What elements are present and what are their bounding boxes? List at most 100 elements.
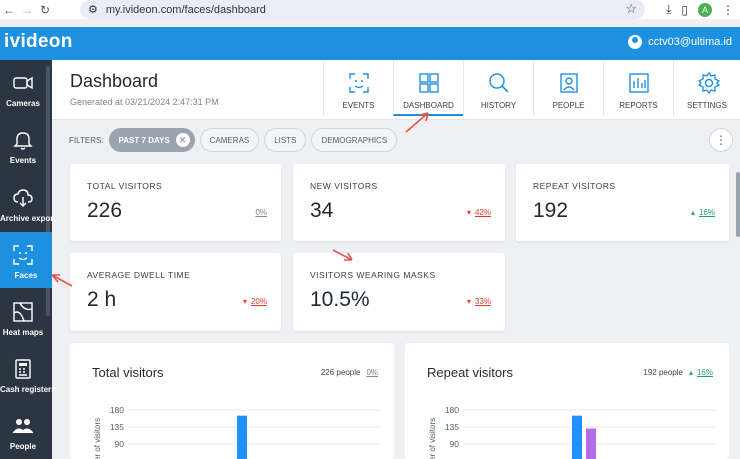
face-scan-icon <box>13 245 33 265</box>
down-arrow-icon: ▾ <box>466 208 471 217</box>
down-arrow-icon: ▾ <box>242 297 247 306</box>
tab-reports[interactable]: REPORTS <box>603 60 673 116</box>
profile-avatar[interactable]: A <box>698 2 712 17</box>
repeat-visitors-chart: er of visitors 180 135 90 <box>428 405 715 459</box>
stat-delta[interactable]: ▴ 16% <box>691 208 715 217</box>
filter-chip-demographics[interactable]: DEMOGRAPHICS <box>311 128 398 152</box>
stat-title: TOTAL VISITORS <box>87 181 163 191</box>
people-icon <box>12 419 34 434</box>
reload-icon[interactable]: ↻ <box>39 2 51 17</box>
back-icon[interactable]: ← <box>3 2 15 17</box>
browser-actions: ⤓ ▯ A ⋮ <box>666 0 734 19</box>
chart-summary-count: 192 people <box>643 368 683 377</box>
stat-title: NEW VISITORS <box>310 181 378 191</box>
chart-summary-delta[interactable]: ▴ 16% <box>689 368 713 377</box>
app-header: ivideon cctv03@ultima.id <box>0 27 740 60</box>
stat-delta[interactable]: ▾ 42% <box>467 208 491 217</box>
tab-events[interactable]: EVENTS <box>323 60 393 116</box>
stat-delta[interactable]: ▾ 33% <box>467 297 491 306</box>
page-title: Dashboard <box>70 71 159 91</box>
y-tick-label: 180 <box>445 405 459 415</box>
download-icon[interactable]: ⤓ <box>666 2 672 16</box>
stat-card-total-visitors: TOTAL VISITORS 226 0% <box>70 164 281 241</box>
bookmark-star-icon[interactable]: ☆ <box>625 1 637 16</box>
bar <box>572 415 582 459</box>
filter-bar: FILTERS: PAST 7 DAYS ✕ CAMERAS LISTS DEM… <box>69 128 398 152</box>
sidebar-item-cash-registers[interactable]: Cash registers <box>0 346 56 402</box>
chart-title: Repeat visitors <box>427 365 513 380</box>
page-scrollbar[interactable] <box>736 172 740 237</box>
address-bar[interactable]: ⚙ my.ivideon.com/faces/dashboard ☆ <box>80 0 645 19</box>
up-arrow-icon: ▴ <box>688 368 693 377</box>
sidebar-item-heat-maps[interactable]: Heat maps <box>0 289 46 345</box>
tab-history[interactable]: HISTORY <box>463 60 533 116</box>
generated-timestamp: Generated at 03/21/2024 2:47:31 PM <box>70 97 219 107</box>
close-icon[interactable]: ✕ <box>175 133 190 147</box>
user-menu[interactable]: cctv03@ultima.id <box>628 35 732 49</box>
stat-value: 10.5% <box>310 288 370 311</box>
filter-chip-lists[interactable]: LISTS <box>264 128 307 152</box>
stat-delta-value: 20% <box>250 297 267 306</box>
sidebar-scrollbar[interactable] <box>46 66 50 316</box>
tab-label: REPORTS <box>619 101 658 110</box>
sidebar-item-archive-export[interactable]: Archive export <box>0 175 57 231</box>
chart-summary: 226 people 0% <box>321 368 378 377</box>
tab-people[interactable]: PEOPLE <box>533 60 603 116</box>
tab-label: EVENTS <box>342 101 375 110</box>
annotation-arrow <box>332 249 353 261</box>
chart-summary-delta[interactable]: 0% <box>366 368 378 377</box>
sidepanel-icon[interactable]: ▯ <box>681 2 688 17</box>
site-settings-icon[interactable]: ⚙ <box>88 4 98 16</box>
stat-value: 34 <box>310 199 334 222</box>
sidebar-item-faces[interactable]: Faces <box>0 232 52 288</box>
page-header: Dashboard Generated at 03/21/2024 2:47:3… <box>52 60 740 120</box>
stat-value: 226 <box>87 199 123 222</box>
sidebar-item-cameras[interactable]: Cameras <box>0 60 46 116</box>
stat-card-repeat-visitors: REPEAT VISITORS 192 ▴ 16% <box>516 164 729 241</box>
chart-summary: 192 people ▴ 16% <box>643 368 713 377</box>
up-arrow-icon: ▴ <box>690 208 695 217</box>
y-tick-label: 180 <box>110 405 124 415</box>
chart-title: Total visitors <box>92 365 164 380</box>
filter-chip-cameras[interactable]: CAMERAS <box>199 128 260 152</box>
tab-settings[interactable]: SETTINGS <box>673 60 740 116</box>
tab-label: PEOPLE <box>552 101 585 110</box>
stat-delta-value: 33% <box>474 297 491 306</box>
gear-icon <box>698 72 720 94</box>
stat-delta[interactable]: ▾ 20% <box>243 297 267 306</box>
face-scan-icon <box>349 73 369 93</box>
tab-label: HISTORY <box>480 101 517 110</box>
annotation-arrow <box>51 274 73 287</box>
stat-title: REPEAT VISITORS <box>533 181 616 191</box>
tab-label: SETTINGS <box>686 101 727 110</box>
forward-icon[interactable]: → <box>21 2 33 17</box>
camera-icon <box>13 76 33 90</box>
sidebar-item-label: Cameras <box>6 99 40 108</box>
down-arrow-icon: ▾ <box>466 297 471 306</box>
stat-delta[interactable]: 0% <box>255 208 267 217</box>
sidebar-item-label: Faces <box>14 271 38 280</box>
stat-title: VISITORS WEARING MASKS <box>310 270 436 280</box>
stat-card-new-visitors: NEW VISITORS 34 ▾ 42% <box>293 164 505 241</box>
filter-chip-period[interactable]: PAST 7 DAYS ✕ <box>108 128 195 152</box>
sidebar-item-events[interactable]: Events <box>0 117 46 173</box>
stat-delta-value: 42% <box>474 208 491 217</box>
sidebar-item-label: Cash registers <box>0 385 56 394</box>
y-tick-label: 135 <box>445 422 459 432</box>
filter-chip-label: PAST 7 DAYS <box>118 135 170 145</box>
sidebar-item-people[interactable]: People <box>0 403 46 459</box>
brand-logo[interactable]: ivideon <box>4 31 73 52</box>
y-tick-label: 90 <box>115 439 125 449</box>
tab-label: DASHBOARD <box>403 101 454 110</box>
stat-value: 192 <box>533 199 569 222</box>
chart-card-total-visitors: Total visitors 226 people 0% er of visit… <box>70 343 394 459</box>
search-icon <box>489 73 509 93</box>
y-axis-label: er of visitors <box>428 418 437 459</box>
y-tick-label: 90 <box>450 439 460 449</box>
filters-label: FILTERS: <box>69 135 104 145</box>
browser-menu-icon[interactable]: ⋮ <box>722 2 734 17</box>
stat-delta-value: 16% <box>698 208 715 217</box>
sidebar-item-label: Archive export <box>0 214 57 223</box>
sidebar-item-label: Heat maps <box>2 328 44 337</box>
more-options-button[interactable]: ⋮ <box>709 128 733 152</box>
